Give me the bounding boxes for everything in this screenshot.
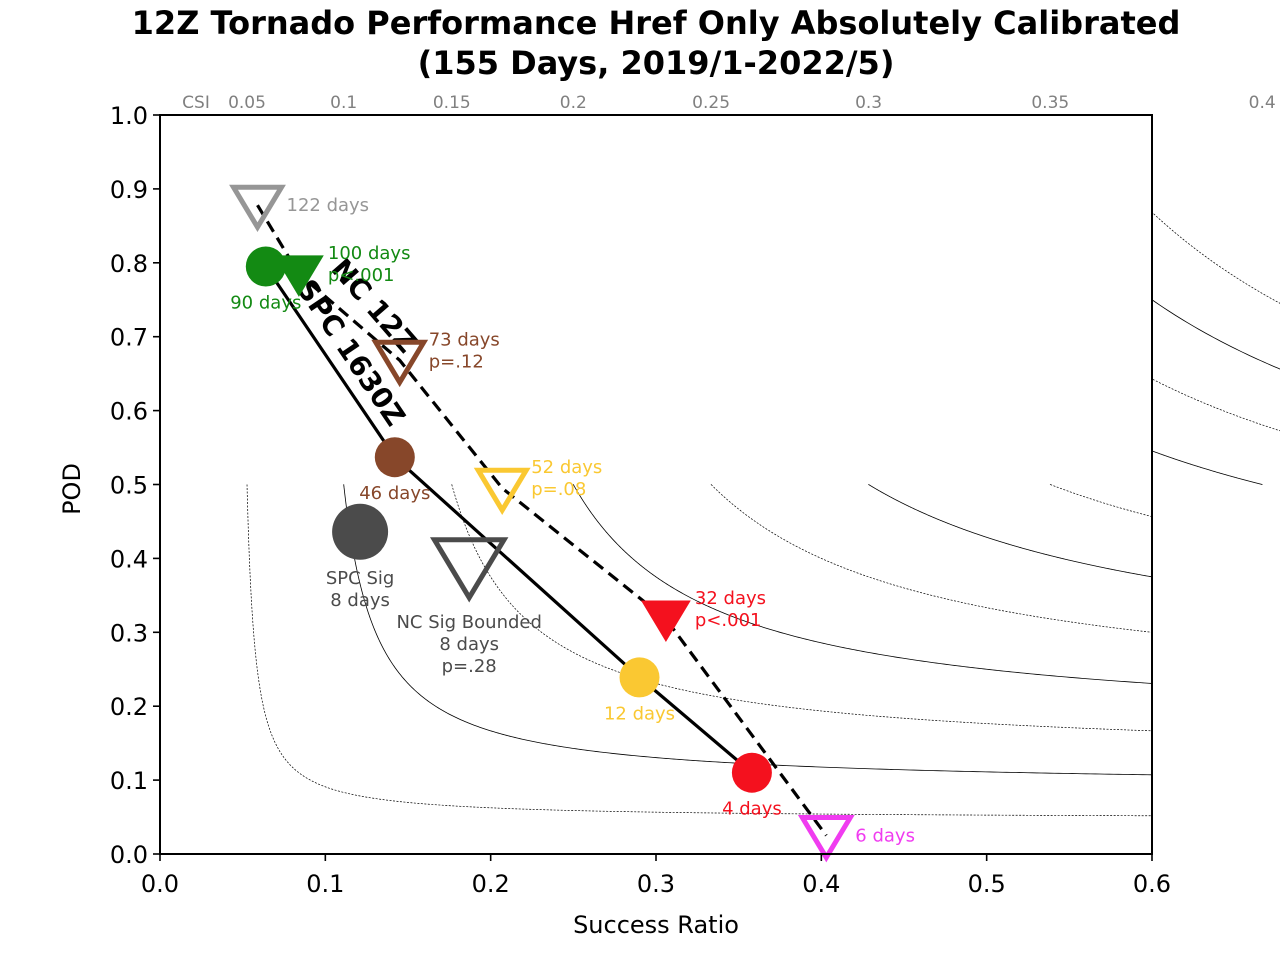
y-tick-label-10: 1.0 [110, 102, 148, 130]
marker-spc-1630z-3 [731, 752, 772, 793]
y-tick-label-6: 0.6 [110, 398, 148, 426]
chart-title-line-2: (155 Days, 2019/1-2022/5) [418, 44, 895, 82]
csi-curve-0-3 [868, 484, 1153, 578]
marker-nc-12z-3 [473, 467, 531, 516]
annotation-triangle-2-line-1: p=.12 [429, 351, 484, 372]
annotation-triangle-2: 73 days p=.12 [429, 329, 500, 372]
annotation-circle-3: 4 days [722, 799, 782, 820]
chart-title-line-1: 12Z Tornado Performance Href Only Absolu… [132, 4, 1181, 42]
marker-spc-1630z-1 [374, 437, 415, 478]
marker-sig-0 [332, 503, 389, 560]
annotation-triangle-3: 52 days p=.08 [531, 457, 602, 500]
y-tick-label-2: 0.2 [110, 693, 148, 721]
csi-curve-0-25 [710, 484, 1153, 633]
x-tick-label-6: 0.6 [1133, 870, 1171, 898]
chart-title: 12Z Tornado Performance Href Only Absolu… [132, 4, 1181, 82]
csi-labels: CSI 0.050.10.150.20.250.30.350.40.450.50… [182, 93, 1276, 113]
annotation-circle-0: 90 days [230, 293, 301, 314]
x-tick-label-0: 0.0 [141, 870, 179, 898]
annotation-circle-2: 12 days [604, 703, 675, 724]
csi-label-0-35: 0.35 [1031, 93, 1069, 113]
y-axis: 0.0 0.1 0.2 0.3 0.4 0.5 0.6 0.7 0.8 0.9 1.0 [110, 102, 160, 869]
y-tick-label-3: 0.3 [110, 619, 148, 647]
marker-nc-12z-0 [229, 184, 286, 233]
x-tick-label-4: 0.4 [802, 870, 840, 898]
x-tick-label-3: 0.3 [637, 870, 675, 898]
annotation-circle-1: 46 days [359, 483, 430, 504]
annotation-triangle-2-line-0: 73 days [429, 329, 500, 350]
y-tick-label-0: 0.0 [110, 841, 148, 869]
csi-curve-0-5 [1151, 299, 1280, 370]
annotation-sig-0-line-1: 8 days [330, 590, 390, 611]
csi-prefix-label: CSI [182, 93, 210, 113]
x-tick-label-1: 0.1 [306, 870, 344, 898]
annotation-triangle-4-line-1: p<.001 [695, 610, 762, 631]
annotation-triangle-4: 32 days p<.001 [695, 588, 766, 631]
csi-label-0-1: 0.1 [330, 93, 357, 113]
annotation-triangle-3-line-1: p=.08 [531, 479, 586, 500]
csi-isolines [246, 211, 1280, 817]
csi-label-0-3: 0.3 [855, 93, 882, 113]
csi-curve-0-45 [1151, 378, 1280, 432]
y-tick-label-8: 0.8 [110, 250, 148, 278]
csi-curve-0-4 [1151, 450, 1263, 485]
marker-spc-1630z-0 [245, 246, 286, 287]
annotation-sig-1-line-0: NC Sig Bounded [396, 612, 541, 633]
annotation-sig-1: NC Sig Bounded 8 days p=.28 [396, 612, 541, 677]
marker-nc-12z-5 [797, 815, 855, 863]
annotation-sig-1-line-2: p=.28 [442, 656, 497, 677]
annotation-sig-0-line-0: SPC Sig [326, 568, 394, 589]
annotation-sig-0: SPC Sig 8 days [326, 568, 394, 611]
annotation-triangle-1-line-1: p<.001 [328, 265, 395, 286]
annotation-triangle-0: 122 days [287, 195, 370, 216]
csi-curve-0-35 [1049, 484, 1153, 517]
annotation-triangle-5: 6 days [855, 826, 915, 847]
annotation-triangle-0-line-0: 122 days [287, 195, 370, 216]
annotation-triangle-1: 100 days p<.001 [328, 243, 411, 286]
annotation-circle-3-line-0: 4 days [722, 799, 782, 820]
x-tick-label-5: 0.5 [968, 870, 1006, 898]
csi-label-0-15: 0.15 [433, 93, 471, 113]
csi-curve-0-55 [1151, 211, 1280, 304]
marker-nc-12z-2 [371, 339, 429, 388]
csi-label-0-4: 0.4 [1249, 93, 1276, 113]
csi-label-0-25: 0.25 [692, 93, 730, 113]
data-markers [229, 184, 855, 863]
annotation-triangle-1-line-0: 100 days [328, 243, 411, 264]
y-tick-label-1: 0.1 [110, 767, 148, 795]
annotation-circle-2-line-0: 12 days [604, 703, 675, 724]
annotation-sig-1-line-1: 8 days [439, 634, 499, 655]
y-tick-label-9: 0.9 [110, 176, 148, 204]
y-tick-label-5: 0.5 [110, 472, 148, 500]
annotation-circle-0-line-0: 90 days [230, 293, 301, 314]
x-tick-label-2: 0.2 [472, 870, 510, 898]
x-axis-label: Success Ratio [573, 911, 739, 939]
csi-curve-0-15 [451, 484, 1153, 732]
annotation-triangle-3-line-0: 52 days [531, 457, 602, 478]
marker-spc-1630z-2 [619, 657, 660, 698]
y-tick-label-4: 0.4 [110, 545, 148, 573]
marker-nc-12z-1 [274, 255, 324, 297]
annotation-triangle-4-line-0: 32 days [695, 588, 766, 609]
csi-label-0-2: 0.2 [560, 93, 587, 113]
csi-curve-0-05 [246, 484, 1153, 817]
marker-sig-1 [429, 537, 509, 603]
x-axis: 0.0 0.1 0.2 0.3 0.4 0.5 0.6 [141, 854, 1171, 898]
series-line-spc-1630z [264, 265, 753, 774]
annotation-triangle-5-line-0: 6 days [855, 826, 915, 847]
point-annotations: 90 days 46 days 12 days 4 days 122 days 100 d… [230, 195, 915, 846]
marker-nc-12z-4 [641, 600, 691, 642]
axes-frame [159, 114, 1153, 855]
y-tick-label-7: 0.7 [110, 324, 148, 352]
csi-curve-0-2 [572, 484, 1153, 684]
y-axis-label: POD [58, 463, 86, 515]
csi-label-0-05: 0.05 [228, 93, 266, 113]
annotation-circle-1-line-0: 46 days [359, 483, 430, 504]
